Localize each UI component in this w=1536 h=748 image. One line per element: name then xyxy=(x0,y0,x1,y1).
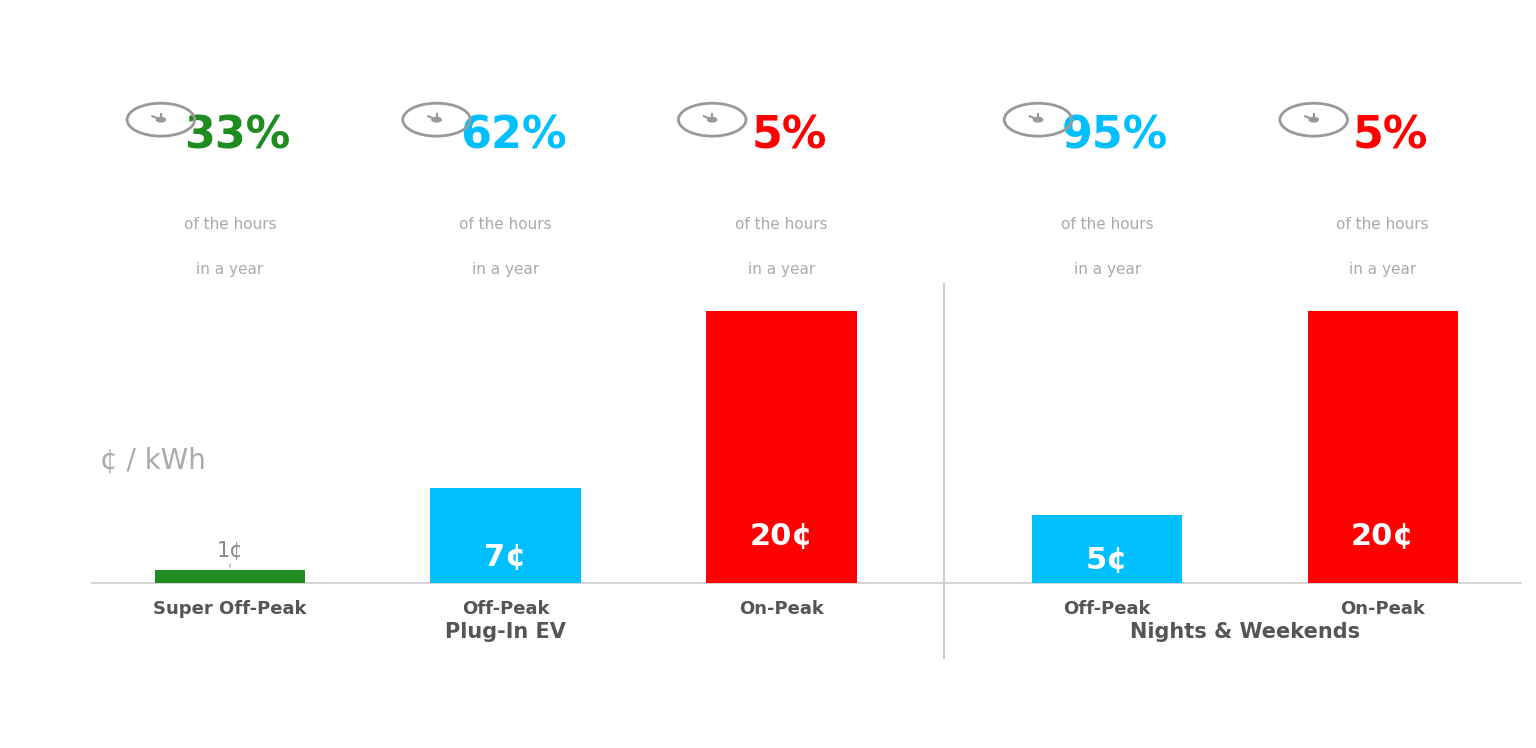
Bar xyxy=(1032,515,1183,583)
Text: 20¢: 20¢ xyxy=(1352,522,1415,551)
Text: in a year: in a year xyxy=(1074,262,1141,277)
Text: 20¢: 20¢ xyxy=(750,522,813,551)
Bar xyxy=(1307,311,1458,583)
Text: 95%: 95% xyxy=(1061,114,1167,157)
Text: of the hours: of the hours xyxy=(459,217,551,232)
Text: 33%: 33% xyxy=(184,114,290,157)
Text: of the hours: of the hours xyxy=(736,217,828,232)
Text: Plug-In EV: Plug-In EV xyxy=(445,622,567,642)
Text: Super Off-Peak: Super Off-Peak xyxy=(154,600,307,618)
Text: in a year: in a year xyxy=(1349,262,1416,277)
Text: 5%: 5% xyxy=(1353,114,1428,157)
Text: in a year: in a year xyxy=(748,262,816,277)
Text: 1¢: 1¢ xyxy=(217,541,243,561)
Text: 5¢: 5¢ xyxy=(1086,546,1129,575)
Text: 5%: 5% xyxy=(751,114,826,157)
Text: Nights & Weekends: Nights & Weekends xyxy=(1130,622,1359,642)
Text: in a year: in a year xyxy=(472,262,539,277)
Text: in a year: in a year xyxy=(197,262,264,277)
Text: of the hours: of the hours xyxy=(184,217,276,232)
Text: of the hours: of the hours xyxy=(1061,217,1154,232)
Text: On-Peak: On-Peak xyxy=(1341,600,1425,618)
Text: 62%: 62% xyxy=(461,114,567,157)
Text: On-Peak: On-Peak xyxy=(739,600,823,618)
Bar xyxy=(155,570,306,583)
Bar xyxy=(707,311,857,583)
Bar xyxy=(430,488,581,583)
Text: Off-Peak: Off-Peak xyxy=(1063,600,1150,618)
Text: 7¢: 7¢ xyxy=(484,543,527,572)
Text: Off-Peak: Off-Peak xyxy=(462,600,550,618)
Text: of the hours: of the hours xyxy=(1336,217,1428,232)
Text: ¢ / kWh: ¢ / kWh xyxy=(100,447,206,475)
